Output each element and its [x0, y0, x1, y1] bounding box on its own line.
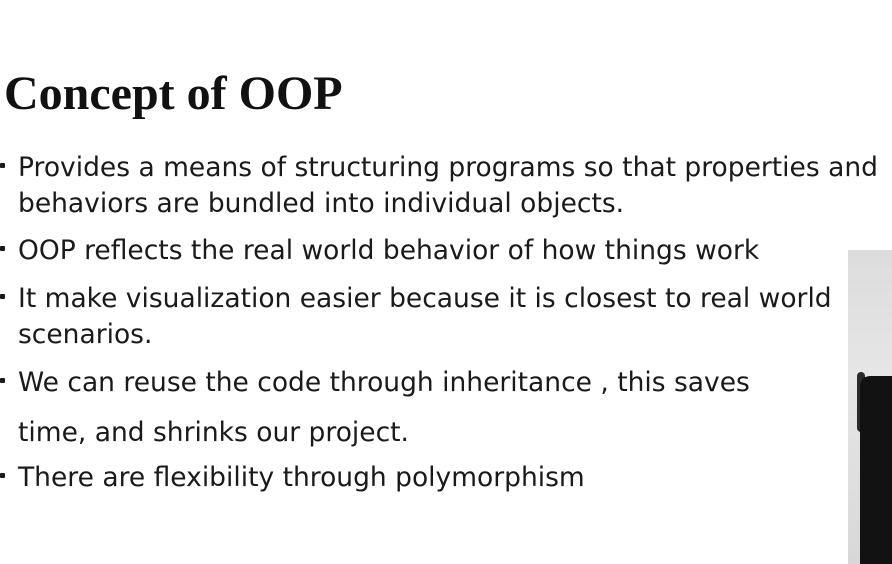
bullet-item: We can reuse the code through inheritanc…	[0, 365, 892, 451]
bullet-item: It make visualization easier because it …	[0, 281, 892, 353]
bullet-text-line: scenarios.	[18, 319, 153, 350]
bullet-item: OOP reflects the real world behavior of …	[0, 233, 892, 269]
bullet-text-line: time, and shrinks our project.	[18, 417, 409, 448]
bullet-item: Provides a means of structuring programs…	[0, 150, 892, 222]
bullet-dot-icon	[0, 473, 5, 478]
bullet-text-line: behaviors are bundled into individual ob…	[18, 188, 625, 219]
bullet-text-line: It make visualization easier because it …	[18, 283, 832, 314]
bullet-text-line: We can reuse the code through inheritanc…	[18, 367, 750, 398]
chair-silhouette	[860, 376, 892, 564]
slide-title: Concept of OOP	[4, 67, 343, 120]
bullet-text-line: Provides a means of structuring programs…	[18, 152, 878, 183]
bullet-item: There are flexibility through polymorphi…	[0, 460, 892, 496]
bullet-list: Provides a means of structuring programs…	[0, 150, 892, 496]
presenter-webcam-thumbnail	[848, 250, 892, 564]
bullet-text-line: OOP reflects the real world behavior of …	[18, 235, 760, 266]
bullet-dot-icon	[0, 378, 5, 383]
bullet-dot-icon	[0, 294, 5, 299]
bullet-dot-icon	[0, 246, 5, 251]
bullet-dot-icon	[0, 163, 5, 168]
bullet-text-line: There are flexibility through polymorphi…	[18, 462, 585, 493]
